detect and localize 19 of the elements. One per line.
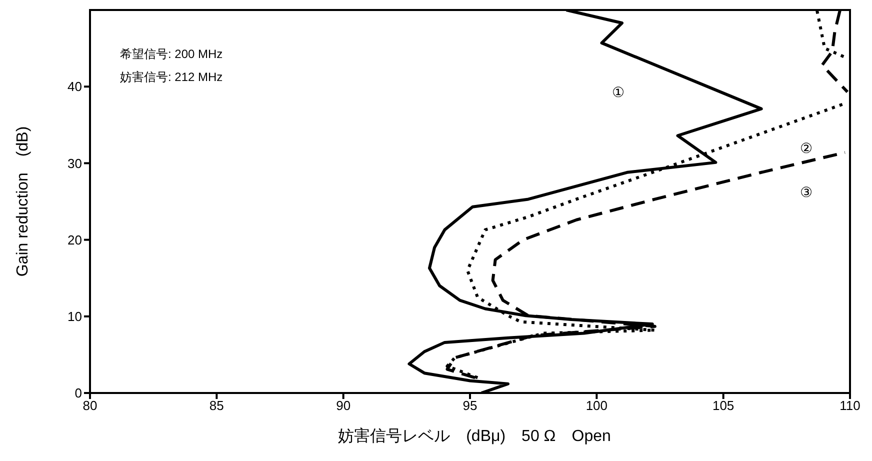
x-tick-label: 105 [712, 398, 734, 414]
y-tick-label: 20 [68, 232, 82, 248]
y-tick-label: 30 [68, 156, 82, 171]
x-tick-label: 85 [209, 398, 224, 414]
x-axis-title: 妨害信号レベル (dBμ) 50 Ω Open [337, 426, 612, 447]
annotation: ③ [800, 184, 813, 201]
annotation: ② [800, 140, 813, 157]
y-tick-label: 0 [74, 386, 82, 401]
x-tick-label: 100 [586, 398, 608, 414]
y-axis-title: Gain reduction (dB) [14, 126, 32, 277]
annotation: 希望信号: 200 MHz [120, 46, 223, 63]
annotation: ① [612, 84, 625, 101]
x-tick-label: 80 [82, 398, 98, 414]
annotation: 妨害信号: 212 MHz [120, 69, 223, 86]
y-tick-label: 10 [68, 309, 82, 324]
x-tick-label: 110 [840, 398, 860, 414]
x-tick-label: 95 [462, 398, 478, 414]
x-tick-label: 90 [336, 398, 351, 414]
y-tick-label: 40 [68, 79, 82, 94]
